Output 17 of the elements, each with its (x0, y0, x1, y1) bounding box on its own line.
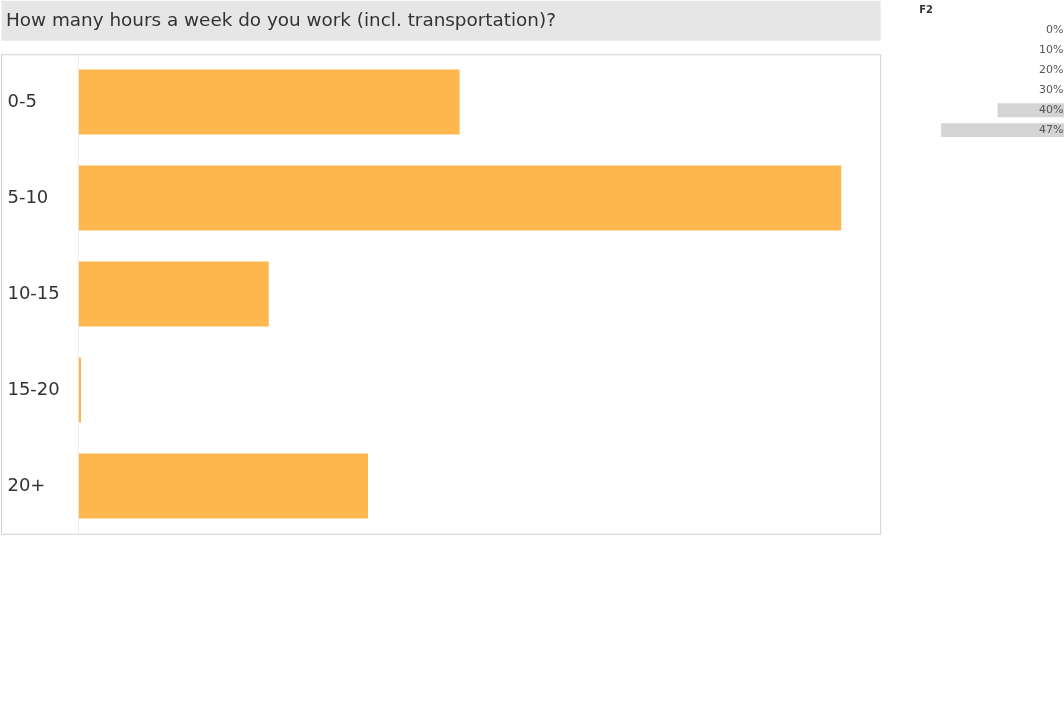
chart-title: F2 (919, 4, 933, 16)
bar (77, 69, 460, 135)
y-tick-label: 15-20 (7, 377, 60, 399)
y-tick-label: 47% (1039, 123, 1064, 137)
y-tick-label: 0-5 (7, 90, 37, 112)
bar (77, 261, 269, 327)
y-tick-label: 5-10 (7, 186, 49, 207)
bar (77, 453, 368, 519)
y-tick-label: 30% (1039, 83, 1064, 97)
chart-title: How many hours a week do you work (incl. transportation)? (5, 9, 556, 31)
y-tick-label: 10% (1039, 43, 1064, 57)
y-tick-label: 40% (1039, 103, 1064, 117)
bar (77, 165, 842, 231)
y-tick-label: 20% (1039, 63, 1064, 77)
y-tick-label: 20+ (7, 473, 46, 495)
y-tick-label: 10-15 (7, 281, 60, 303)
y-tick-label: 0% (1046, 23, 1064, 37)
